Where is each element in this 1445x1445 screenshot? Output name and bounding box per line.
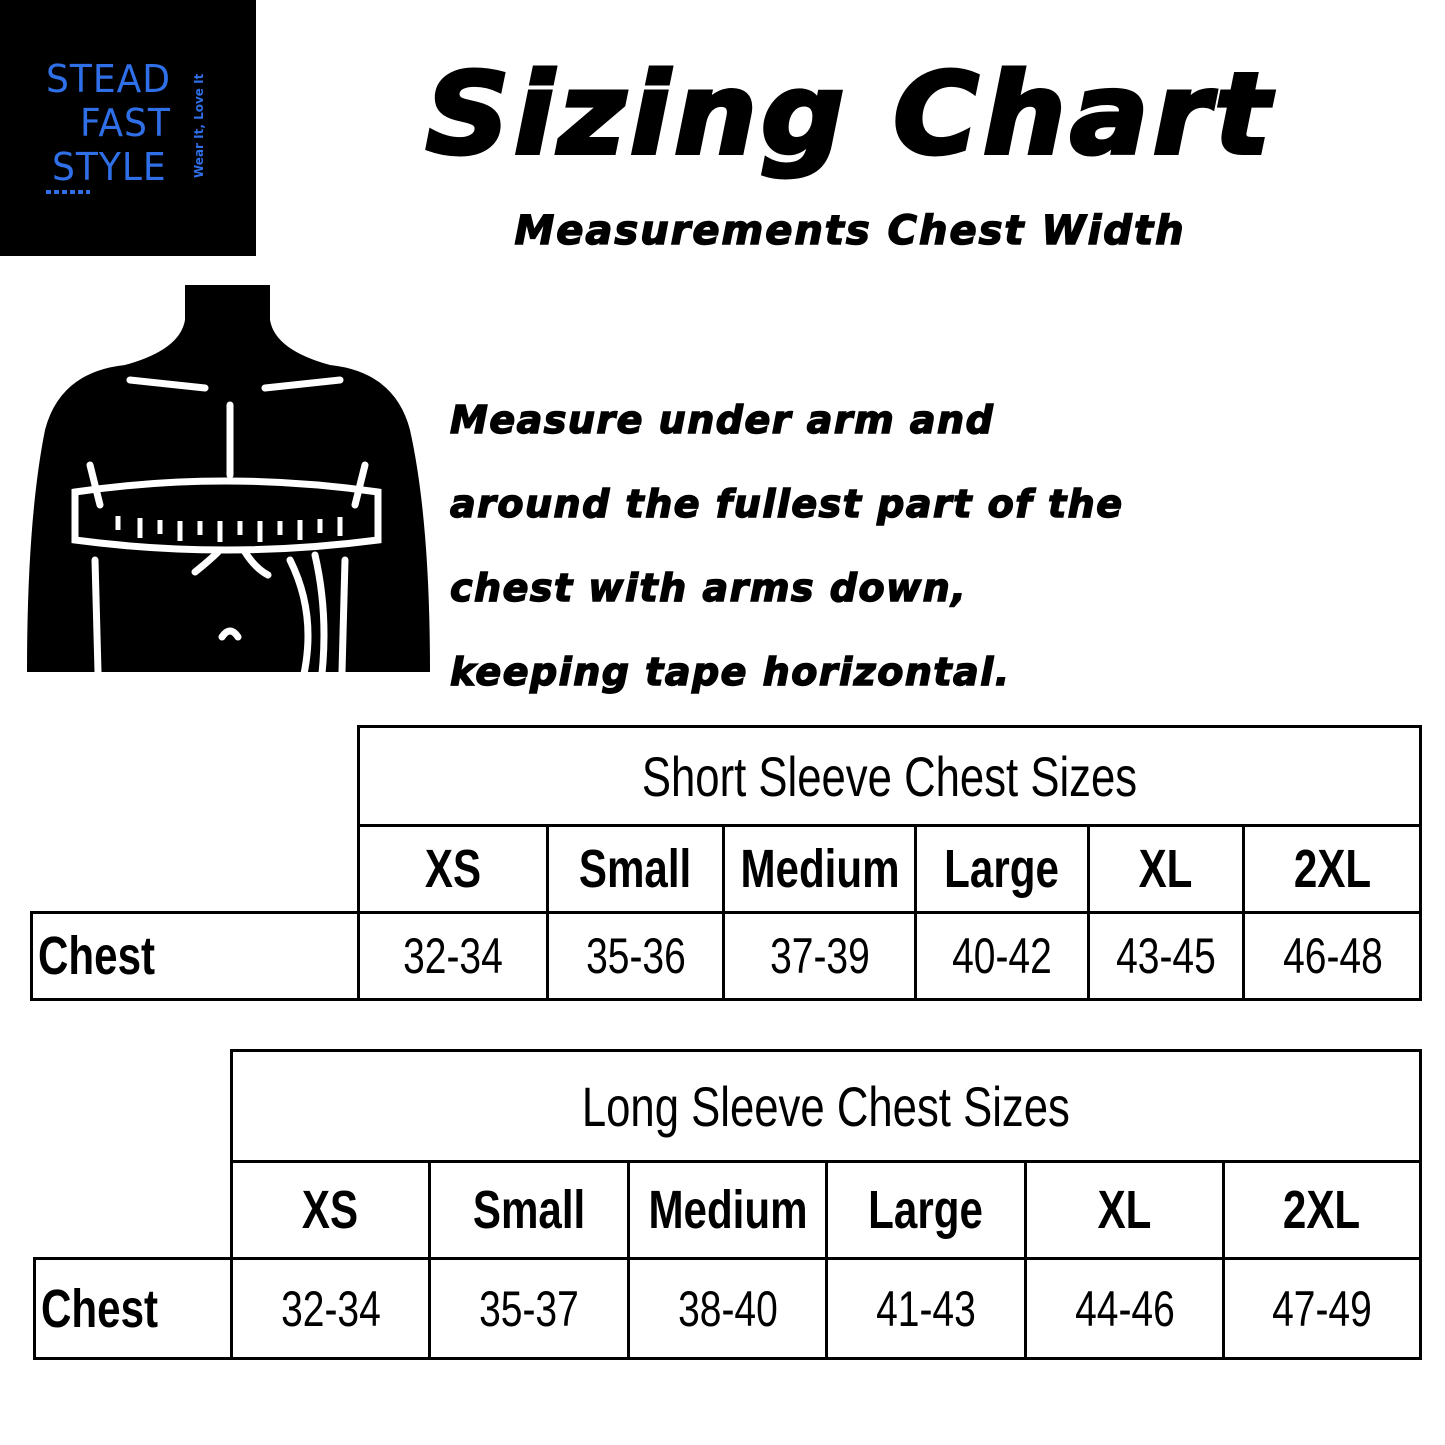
size-header: 2XL [1293, 839, 1372, 899]
size-header: XL [1139, 839, 1193, 899]
chest-value: 47-49 [1272, 1280, 1372, 1337]
size-header: Large [868, 1180, 984, 1240]
brand-dots [46, 190, 90, 194]
size-header: Medium [739, 839, 900, 899]
chest-value: 38-40 [677, 1280, 778, 1337]
table-title: Short Sleeve Chest Sizes [641, 744, 1138, 808]
chest-value: 43-45 [1116, 928, 1216, 984]
measuring-instructions: Measure under arm and around the fullest… [449, 378, 1440, 714]
chest-value: 37-39 [769, 928, 870, 984]
page-title: Sizing Chart [424, 50, 1275, 180]
size-header: 2XL [1283, 1180, 1361, 1240]
size-header: Small [579, 839, 692, 899]
chest-value: 35-37 [479, 1280, 579, 1337]
instruction-line: around the fullest part of the [449, 481, 1124, 527]
chest-value: 44-46 [1074, 1280, 1175, 1337]
table-title: Long Sleeve Chest Sizes [581, 1074, 1071, 1138]
size-header: Large [944, 839, 1060, 899]
size-header: Medium [647, 1180, 808, 1240]
size-header: Small [472, 1180, 586, 1240]
chest-value: 41-43 [876, 1280, 976, 1337]
chest-value: 32-34 [280, 1280, 381, 1337]
torso-measuring-tape-icon [27, 285, 430, 694]
brand-line-2: FAST [80, 101, 171, 145]
instruction-line: keeping tape horizontal. [449, 649, 1011, 695]
chest-value: 32-34 [403, 928, 503, 984]
instruction-line: Measure under arm and [449, 397, 995, 443]
brand-line-1: STEAD [46, 57, 172, 101]
row-label: Chest [41, 1278, 159, 1339]
chest-value: 35-36 [585, 928, 686, 984]
size-header: XS [302, 1180, 359, 1240]
instruction-line: chest with arms down, [449, 565, 968, 611]
brand-line-3: STYLE [52, 145, 167, 189]
brand-logo: STEAD FAST STYLE Wear It, Love It [0, 0, 256, 256]
size-header: XS [424, 839, 482, 899]
page-subtitle: Measurements Chest Width [514, 207, 1186, 255]
chest-value: 46-48 [1282, 928, 1383, 984]
size-header: XL [1097, 1180, 1152, 1240]
row-label: Chest [38, 926, 156, 986]
chest-value: 40-42 [952, 928, 1052, 984]
